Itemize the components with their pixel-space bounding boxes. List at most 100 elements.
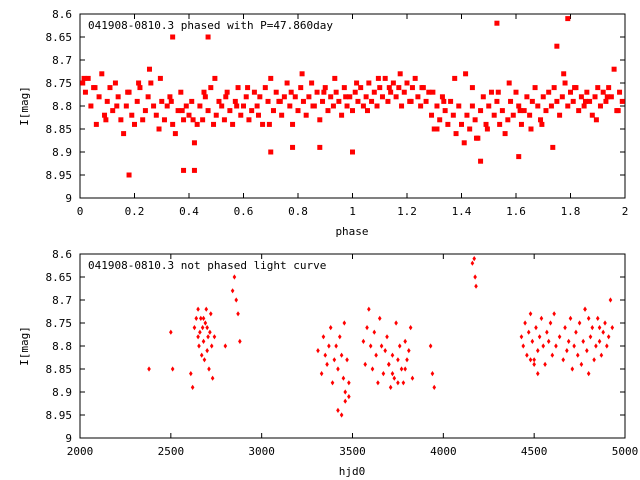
data-point (343, 94, 349, 100)
data-point (168, 98, 174, 104)
data-point (548, 103, 554, 109)
data-point (562, 80, 568, 86)
data-point (432, 384, 437, 390)
data-point (223, 343, 228, 349)
data-point (191, 167, 197, 173)
data-point (368, 343, 373, 349)
data-point (576, 108, 582, 114)
data-point (112, 80, 118, 86)
data-point (565, 348, 569, 354)
data-point (439, 94, 445, 100)
phased-light-curve-panel: 041908-0810.3 phased with P=47.860day ph… (18, 8, 628, 238)
x-tick-label: 5000 (612, 445, 639, 458)
data-point (140, 117, 146, 123)
data-point (145, 94, 151, 100)
data-point (249, 108, 255, 114)
data-point (559, 94, 565, 100)
data-point (93, 121, 99, 127)
data-point (209, 311, 213, 317)
data-point (360, 103, 366, 109)
data-point (429, 112, 435, 118)
data-point (578, 94, 584, 100)
data-point (396, 380, 400, 386)
data-point (551, 85, 557, 91)
data-point (221, 117, 227, 123)
data-point (205, 348, 209, 354)
data-point (478, 108, 484, 114)
data-point (599, 352, 604, 358)
data-point (538, 117, 544, 123)
data-point (403, 366, 407, 372)
data-point (615, 108, 621, 114)
data-point (202, 357, 207, 363)
data-point (134, 98, 140, 104)
data-point (325, 108, 331, 114)
data-point (536, 348, 540, 354)
data-point (213, 112, 219, 118)
data-point (219, 103, 225, 109)
data-point (81, 75, 87, 81)
data-point (175, 108, 181, 114)
x-tick-label: 2000 (67, 445, 94, 458)
y-tick-label: 8.85 (46, 123, 73, 136)
data-point (148, 80, 154, 86)
data-point (441, 98, 447, 104)
data-point (309, 80, 315, 86)
data-point (197, 343, 201, 349)
data-point (343, 389, 348, 395)
y-tick-label: 8.6 (52, 8, 72, 21)
data-point (597, 103, 603, 109)
data-point (212, 75, 218, 81)
data-point (191, 140, 197, 146)
data-point (611, 66, 617, 72)
data-point (178, 89, 184, 95)
data-point (437, 117, 443, 123)
data-point (532, 361, 536, 367)
data-point (336, 98, 342, 104)
data-point (606, 85, 612, 91)
data-point (161, 117, 167, 123)
x-tick-label: 1.2 (397, 205, 417, 218)
data-point (375, 75, 381, 81)
data-point (288, 89, 294, 95)
data-point (164, 103, 170, 109)
data-point (330, 103, 336, 109)
data-point (590, 325, 595, 331)
data-point (132, 121, 137, 127)
data-point (126, 172, 132, 178)
data-point (372, 329, 377, 335)
data-point (524, 94, 530, 100)
data-point (206, 334, 210, 340)
data-point (382, 75, 388, 81)
data-point (246, 117, 252, 123)
x-tick-label: 0.8 (288, 205, 308, 218)
data-point (118, 117, 124, 123)
y-axis-label: I[mag] (18, 86, 31, 126)
data-point (300, 98, 306, 104)
data-point (170, 366, 175, 372)
data-point (369, 98, 375, 104)
data-point (445, 121, 451, 127)
data-point (473, 274, 477, 280)
data-point (568, 315, 573, 321)
data-point (320, 98, 326, 104)
data-point (88, 103, 94, 109)
data-point (328, 325, 333, 331)
data-point (189, 371, 193, 377)
data-point (347, 94, 353, 100)
y-tick-label: 8.95 (46, 169, 73, 182)
data-point (366, 80, 372, 86)
data-point (434, 126, 440, 132)
data-point (494, 20, 500, 26)
data-point (399, 103, 405, 109)
data-point (334, 343, 338, 349)
data-point (207, 366, 211, 372)
data-point (529, 98, 535, 104)
data-point (364, 108, 370, 114)
x-tick-label: 4000 (430, 445, 457, 458)
data-point (374, 352, 378, 358)
data-point (516, 154, 522, 160)
data-point (516, 103, 522, 109)
data-point (606, 334, 611, 340)
